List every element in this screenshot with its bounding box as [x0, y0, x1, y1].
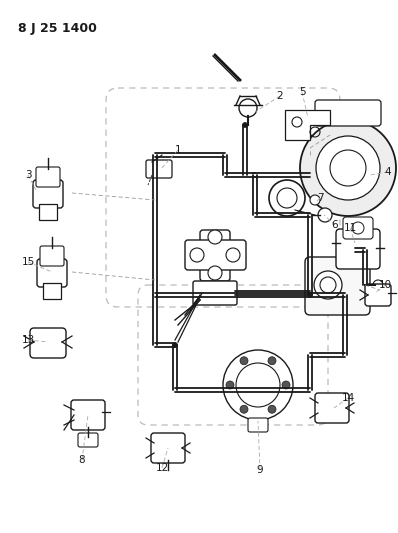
Text: 15: 15: [21, 257, 35, 267]
Circle shape: [239, 99, 257, 117]
Text: 7: 7: [317, 193, 323, 203]
Circle shape: [190, 248, 204, 262]
Circle shape: [268, 357, 276, 365]
Polygon shape: [285, 110, 330, 140]
Circle shape: [316, 136, 380, 200]
Text: 3: 3: [25, 170, 31, 180]
Circle shape: [226, 381, 234, 389]
FancyBboxPatch shape: [200, 230, 230, 281]
Circle shape: [268, 405, 276, 413]
FancyBboxPatch shape: [43, 283, 61, 299]
Text: 12: 12: [155, 463, 169, 473]
FancyBboxPatch shape: [193, 281, 237, 305]
Text: 14: 14: [341, 393, 355, 403]
Circle shape: [223, 350, 293, 420]
FancyBboxPatch shape: [315, 393, 349, 423]
FancyBboxPatch shape: [185, 240, 246, 270]
Circle shape: [240, 405, 248, 413]
Text: 5: 5: [298, 87, 305, 97]
Circle shape: [269, 180, 305, 216]
Circle shape: [208, 230, 222, 244]
FancyBboxPatch shape: [30, 328, 66, 358]
FancyBboxPatch shape: [365, 284, 391, 306]
Circle shape: [240, 357, 248, 365]
Text: 10: 10: [378, 280, 392, 290]
FancyBboxPatch shape: [36, 167, 60, 187]
FancyBboxPatch shape: [146, 160, 172, 178]
Text: 2: 2: [277, 91, 283, 101]
Circle shape: [308, 293, 312, 297]
Circle shape: [226, 248, 240, 262]
FancyBboxPatch shape: [33, 180, 63, 208]
Circle shape: [314, 271, 342, 299]
Text: 4: 4: [385, 167, 391, 177]
FancyBboxPatch shape: [151, 433, 185, 463]
FancyBboxPatch shape: [37, 259, 67, 287]
Text: 1: 1: [175, 145, 181, 155]
Text: 8 J 25 1400: 8 J 25 1400: [18, 22, 97, 35]
FancyBboxPatch shape: [78, 433, 98, 447]
Text: 8: 8: [79, 455, 85, 465]
Text: 9: 9: [257, 465, 263, 475]
Circle shape: [172, 343, 178, 348]
FancyBboxPatch shape: [336, 229, 380, 269]
Circle shape: [310, 195, 320, 205]
FancyBboxPatch shape: [40, 246, 64, 266]
FancyBboxPatch shape: [315, 100, 381, 126]
FancyBboxPatch shape: [248, 418, 268, 432]
Circle shape: [242, 123, 248, 127]
FancyBboxPatch shape: [305, 257, 370, 315]
Text: 13: 13: [21, 335, 35, 345]
Circle shape: [300, 120, 396, 216]
Circle shape: [208, 266, 222, 280]
Text: 6: 6: [332, 220, 338, 230]
Circle shape: [373, 280, 383, 290]
FancyBboxPatch shape: [343, 217, 373, 239]
FancyBboxPatch shape: [39, 204, 57, 220]
Text: 11: 11: [343, 223, 357, 233]
FancyBboxPatch shape: [71, 400, 105, 430]
Circle shape: [282, 381, 290, 389]
Circle shape: [318, 208, 332, 222]
